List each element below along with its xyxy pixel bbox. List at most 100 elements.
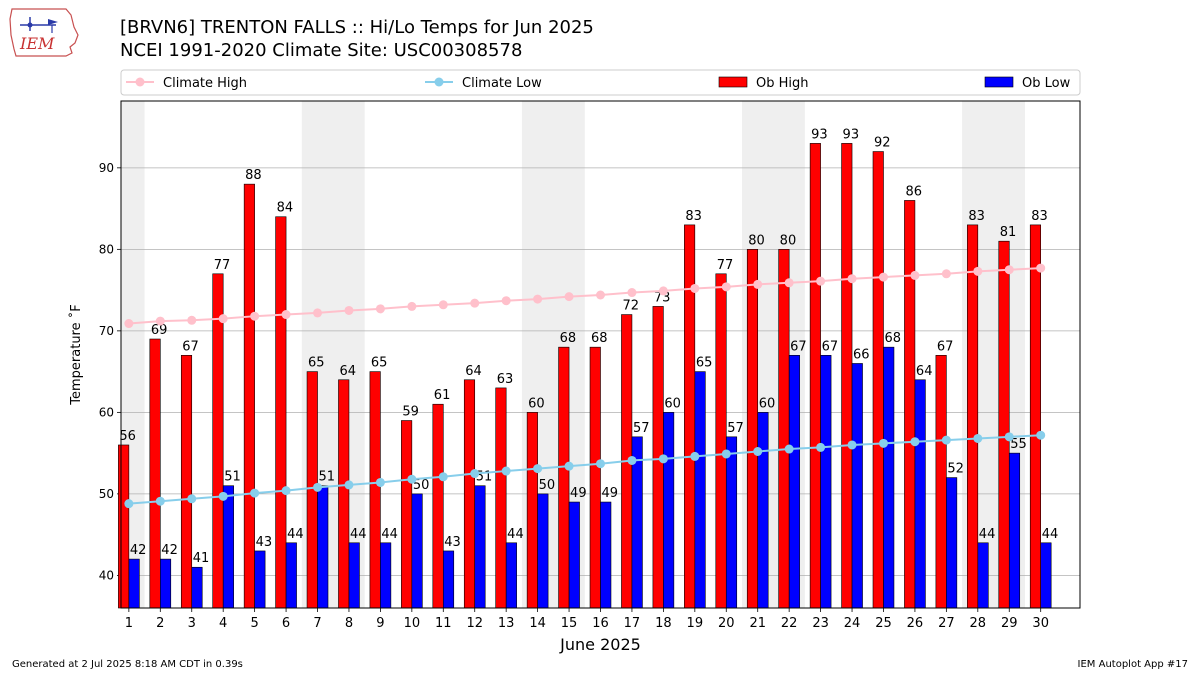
climate-low-line [128, 434, 1041, 505]
ob-low-bar [725, 436, 738, 609]
ob-low-label: 57 [633, 421, 650, 436]
climate-high-point [281, 310, 291, 320]
y-tick-label: 80 [99, 242, 114, 256]
chart-title: [BRVN6] TRENTON FALLS :: Hi/Lo Temps for… [120, 17, 594, 38]
climate-low-point [690, 451, 700, 461]
climate-high-point [375, 304, 385, 314]
ob-low-label: 49 [570, 486, 587, 501]
legend-label: Ob High [756, 76, 809, 91]
climate-low-point [596, 459, 605, 469]
ob-low-bar [411, 493, 423, 609]
ob-high-label: 93 [843, 127, 860, 142]
x-tick-label: 3 [188, 616, 196, 631]
climate-low-point [155, 496, 165, 506]
svg-text:IEM: IEM [19, 34, 55, 53]
ob-low-bar [600, 501, 612, 609]
ob-high-bar [401, 420, 413, 609]
ob-high-bar [935, 355, 947, 609]
climate-high-point [313, 308, 323, 318]
climate-high-point [407, 301, 417, 311]
ob-low-bar [380, 542, 392, 609]
climate-low-point [407, 474, 417, 484]
x-tick-label: 1 [125, 616, 133, 631]
ob-low-label: 50 [539, 478, 556, 493]
ob-low-label: 67 [790, 339, 807, 354]
x-tick-label: 11 [435, 616, 452, 631]
climate-high-point [1036, 263, 1046, 273]
ob-low-label: 60 [759, 396, 776, 411]
legend-label: Climate High [163, 76, 247, 91]
y-tick-label: 50 [99, 487, 114, 501]
ob-low-bar [977, 542, 989, 609]
x-tick-label: 10 [404, 616, 421, 631]
ob-high-bar [212, 273, 224, 609]
ob-high-bar [841, 143, 853, 609]
ob-high-label: 92 [874, 136, 891, 151]
x-tick-label: 25 [875, 616, 892, 631]
y-axis-label: Temperature ˚F [68, 304, 84, 405]
ob-high-label: 72 [622, 299, 639, 314]
ob-low-label: 43 [256, 535, 273, 550]
ob-low-bar [537, 493, 549, 609]
ob-low-bar [757, 412, 769, 609]
climate-high-point [658, 286, 668, 296]
ob-high-bar [338, 379, 350, 609]
x-tick-label: 21 [749, 616, 766, 631]
ob-low-bar [1008, 452, 1021, 609]
ob-high-bar [778, 249, 790, 609]
ob-high-label: 80 [748, 233, 765, 248]
ob-high-label: 77 [717, 258, 734, 273]
climate-high-point [910, 270, 920, 280]
ob-low-bar [568, 501, 580, 609]
ob-high-bar [369, 371, 381, 609]
climate-low-point [658, 454, 668, 464]
x-tick-label: 28 [970, 616, 987, 631]
climate-high-point [753, 279, 763, 289]
x-tick-label: 18 [655, 616, 672, 631]
climate-low-point [1036, 430, 1046, 440]
ob-high-label: 83 [968, 209, 985, 224]
ob-high-label: 83 [685, 209, 702, 224]
climate-low-point [847, 440, 857, 450]
ob-low-bar [914, 379, 926, 609]
climate-high-point [250, 311, 260, 321]
y-tick-label: 40 [99, 568, 114, 582]
ob-high-bar [1029, 224, 1041, 609]
y-tick-label: 70 [99, 324, 114, 338]
ob-high-bar [967, 224, 979, 609]
ob-high-bar [558, 346, 570, 609]
climate-low-point [470, 469, 480, 479]
ob-low-label: 65 [696, 356, 713, 371]
ob-high-label: 60 [528, 396, 545, 411]
iem-logo: IEM [9, 8, 79, 57]
ob-high-label: 61 [434, 388, 451, 403]
climate-low-point [375, 477, 385, 487]
ob-low-label: 55 [1010, 437, 1027, 452]
climate-low-point [438, 472, 448, 482]
climate-low-point [187, 494, 197, 504]
ob-high-label: 84 [277, 201, 294, 216]
x-tick-label: 6 [282, 616, 290, 631]
climate-high-point [564, 292, 574, 302]
climate-low-point [344, 480, 354, 490]
ob-high-label: 69 [151, 323, 168, 338]
ob-low-label: 57 [727, 421, 744, 436]
climate-high-point [218, 314, 228, 324]
app-credit: IEM Autoplot App #17 [1077, 659, 1188, 670]
legend-box [120, 69, 1081, 96]
climate-high-point [501, 296, 511, 306]
ob-high-bar [275, 216, 287, 609]
climate-high-point [847, 274, 857, 284]
climate-high-point [784, 278, 794, 288]
ob-high-bar [746, 249, 759, 609]
ob-high-bar [684, 224, 696, 609]
ob-high-label: 68 [591, 331, 608, 346]
ob-high-label: 88 [245, 168, 262, 183]
legend-swatch [984, 76, 1014, 88]
legend-marker [135, 77, 145, 87]
ob-low-bar [1040, 542, 1052, 609]
ob-high-bar [243, 183, 255, 609]
ob-low-label: 64 [916, 364, 933, 379]
climate-low-point [533, 464, 543, 474]
